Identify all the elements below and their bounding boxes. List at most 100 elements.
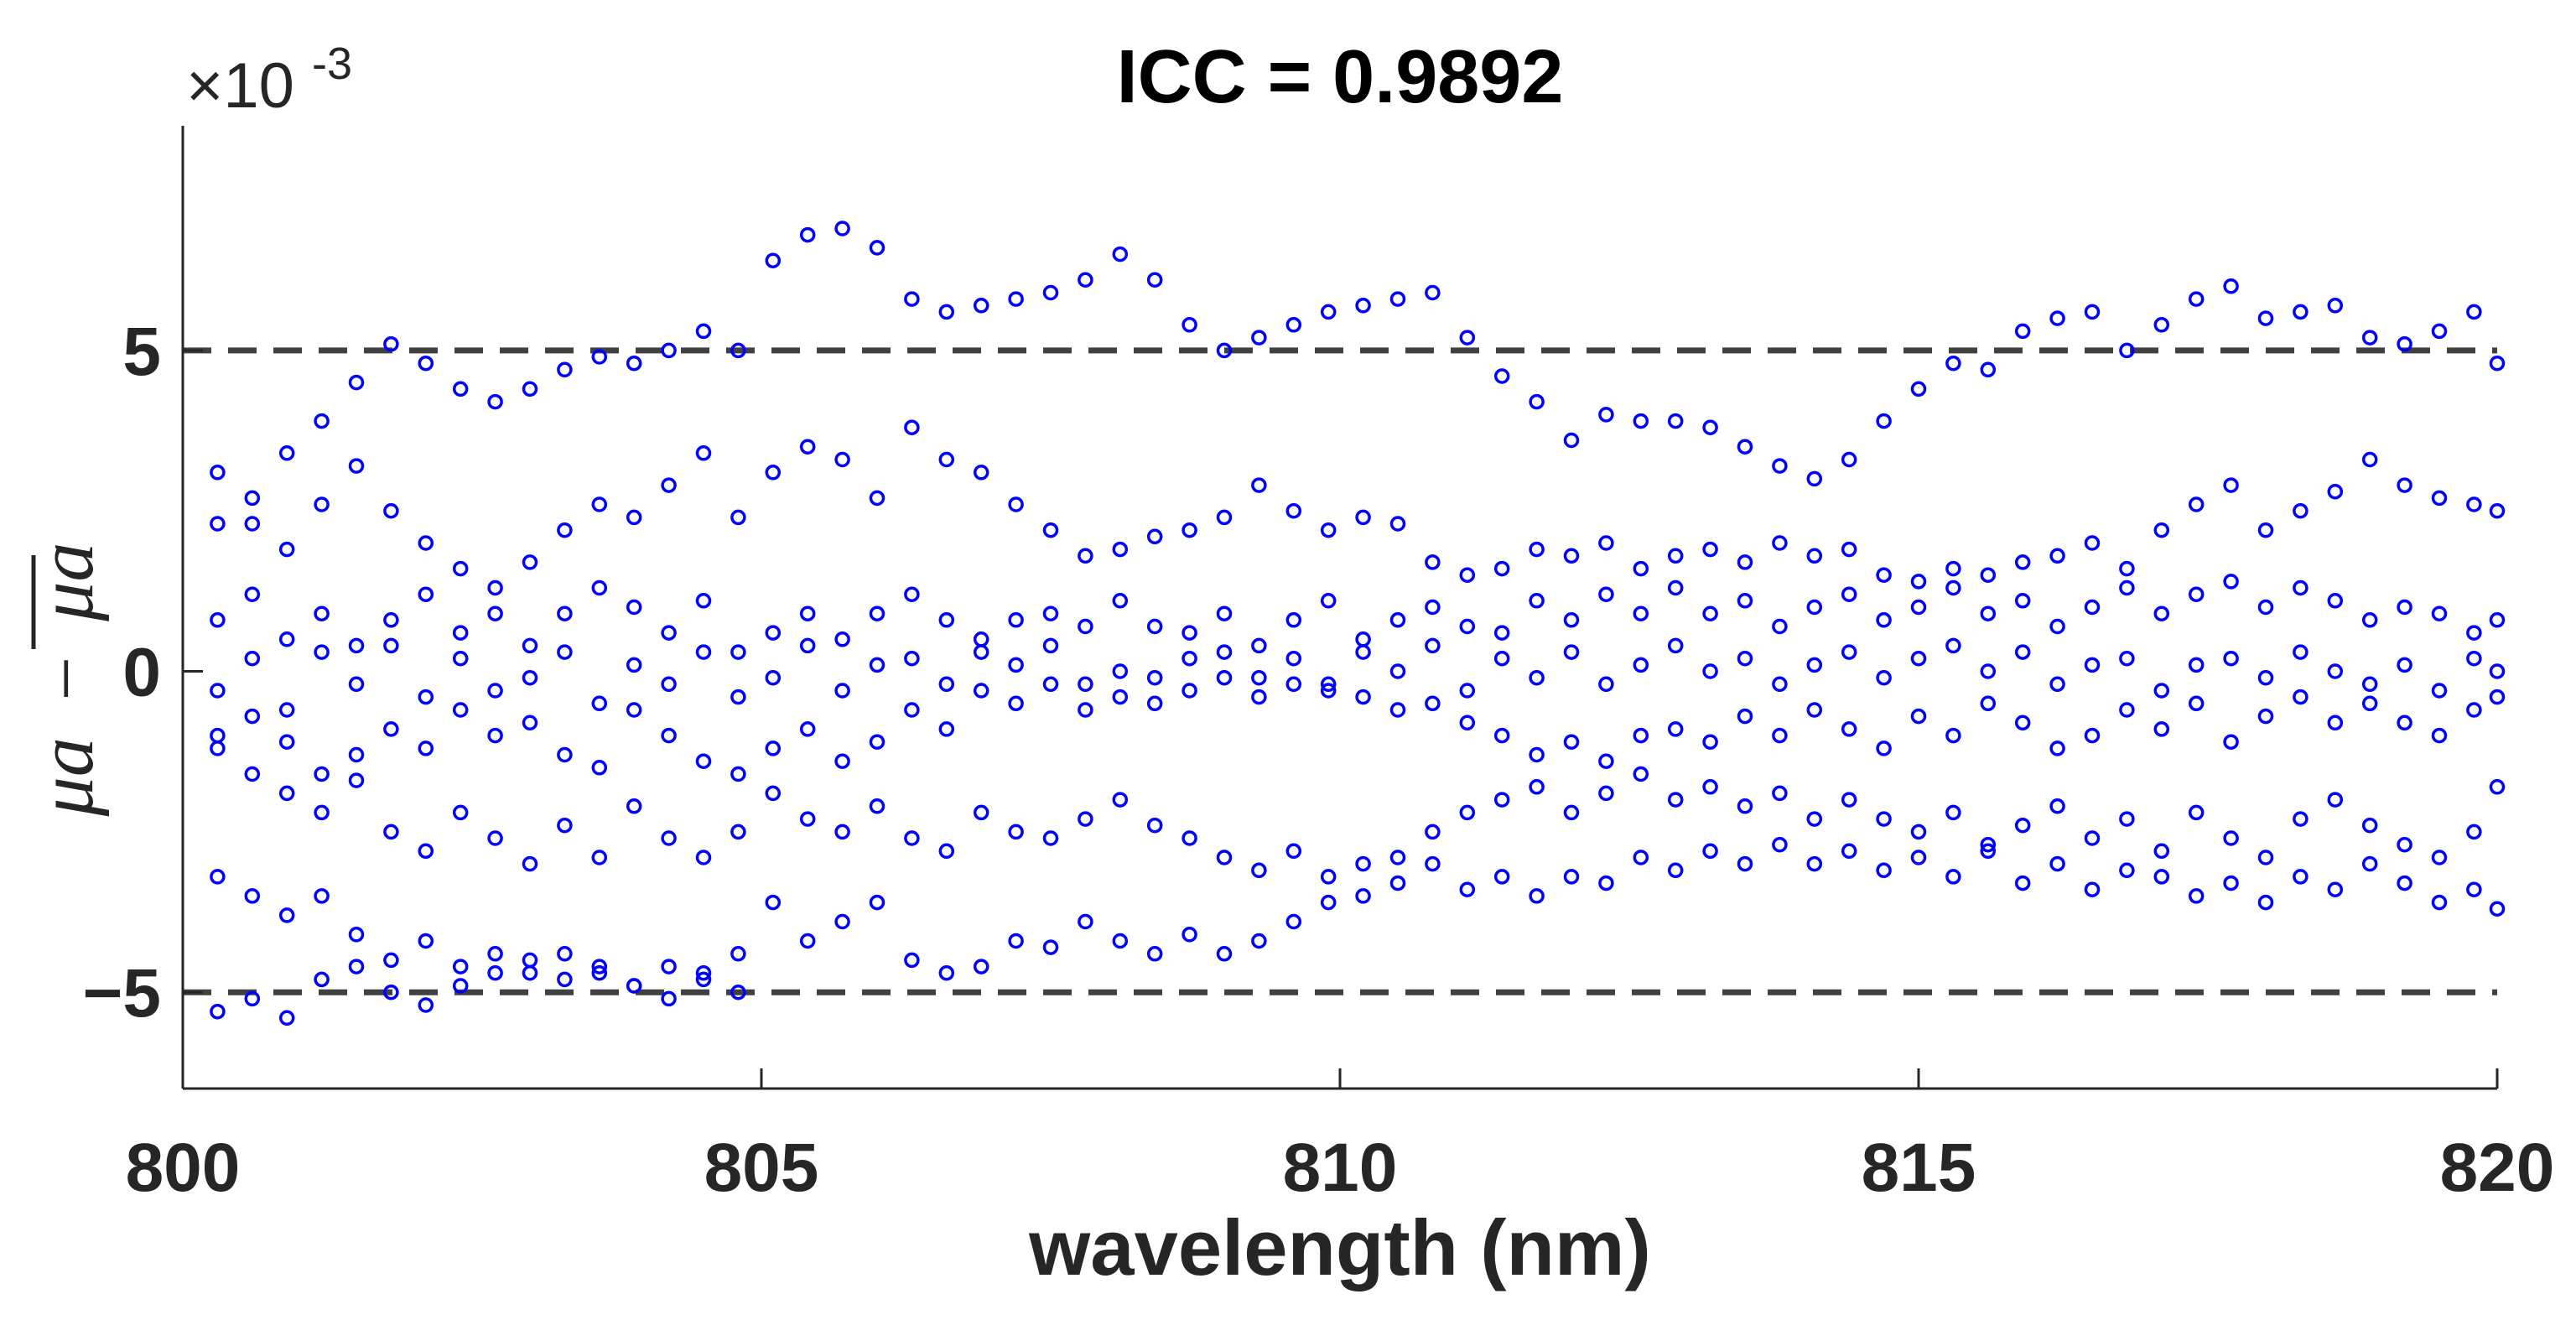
data-point-f-30 <box>1251 862 1267 879</box>
data-point-f-61 <box>2327 792 2344 808</box>
data-point-e-24 <box>1042 676 1059 693</box>
data-point-f-2 <box>278 785 295 802</box>
data-point-b-16 <box>765 465 782 481</box>
data-point-g-29 <box>1216 946 1233 962</box>
data-point-c-43 <box>1702 605 1718 621</box>
data-point-e-6 <box>418 741 434 756</box>
data-point-g-36 <box>1459 881 1476 897</box>
data-point-a-42 <box>1667 413 1684 429</box>
data-point-e-44 <box>1737 708 1753 725</box>
data-point-e-13 <box>661 727 677 744</box>
data-point-a-49 <box>1910 381 1927 398</box>
y-label-left: μa <box>23 737 110 817</box>
data-point-e-42 <box>1667 721 1684 737</box>
data-point-c-40 <box>1598 586 1614 602</box>
data-point-e-1 <box>244 708 261 725</box>
data-point-e-0 <box>210 727 226 744</box>
data-point-f-65 <box>2466 824 2482 840</box>
data-point-e-46 <box>1806 702 1823 718</box>
data-point-c-59 <box>2257 599 2274 616</box>
data-point-h-5 <box>383 984 399 1000</box>
data-point-b-2 <box>278 541 295 558</box>
data-point-e-47 <box>1841 721 1857 737</box>
data-point-b-32 <box>1320 522 1337 538</box>
data-point-a-13 <box>661 342 677 359</box>
data-point-g-35 <box>1425 855 1441 872</box>
data-point-g-47 <box>1841 843 1857 860</box>
data-point-c-8 <box>487 605 503 621</box>
data-point-g-33 <box>1355 888 1371 904</box>
data-point-b-13 <box>661 477 677 493</box>
data-point-e-11 <box>591 760 608 776</box>
data-point-c-41 <box>1633 605 1649 621</box>
data-point-g-30 <box>1251 933 1267 949</box>
data-point-d-3 <box>314 644 330 660</box>
data-point-e-51 <box>1980 695 1997 712</box>
data-point-h-6 <box>418 997 434 1013</box>
data-point-b-21 <box>938 451 955 468</box>
data-point-h-8 <box>487 964 503 981</box>
data-point-g-18 <box>834 913 850 930</box>
data-point-d-47 <box>1841 644 1857 660</box>
data-point-b-25 <box>1078 548 1093 564</box>
data-point-e-5 <box>383 721 399 737</box>
data-point-d-5 <box>383 637 399 654</box>
data-point-a-57 <box>2188 291 2205 307</box>
data-point-f-7 <box>452 804 469 821</box>
data-point-d-16 <box>765 669 782 686</box>
data-point-g-28 <box>1182 927 1197 943</box>
data-point-a-2 <box>278 445 295 461</box>
data-point-e-25 <box>1078 702 1093 718</box>
data-point-f-28 <box>1182 830 1197 846</box>
data-point-f-25 <box>1078 811 1093 827</box>
data-point-c-3 <box>314 605 330 621</box>
data-point-g-7 <box>452 959 469 974</box>
data-point-g-32 <box>1320 894 1337 911</box>
data-point-g-56 <box>2153 869 2170 885</box>
data-point-c-17 <box>799 605 816 621</box>
data-point-g-26 <box>1112 933 1129 949</box>
y-axis-label: μa − μa <box>23 543 110 818</box>
data-point-e-17 <box>799 721 816 737</box>
data-point-f-33 <box>1355 855 1371 872</box>
data-point-h-3 <box>314 971 330 988</box>
data-point-a-14 <box>695 323 712 340</box>
data-point-d-38 <box>1529 669 1545 686</box>
data-point-d-66 <box>2489 663 2506 679</box>
data-point-e-45 <box>1772 727 1788 744</box>
data-point-c-63 <box>2397 599 2412 616</box>
data-point-b-3 <box>314 496 330 512</box>
data-point-f-58 <box>2223 830 2239 846</box>
data-point-d-41 <box>1633 657 1649 673</box>
data-point-g-17 <box>799 933 816 949</box>
data-point-d-32 <box>1320 676 1337 693</box>
data-point-e-14 <box>695 753 712 769</box>
data-point-c-28 <box>1182 625 1197 641</box>
data-point-d-22 <box>973 644 989 660</box>
data-point-e-15 <box>730 766 746 782</box>
data-point-c-52 <box>2014 593 2031 609</box>
data-point-a-5 <box>383 335 399 352</box>
data-point-a-61 <box>2327 298 2344 314</box>
data-point-e-62 <box>2361 695 2378 712</box>
data-point-g-14 <box>695 971 712 988</box>
data-point-g-21 <box>938 964 955 981</box>
data-point-e-49 <box>1910 708 1927 725</box>
data-point-c-6 <box>418 586 434 602</box>
data-point-f-57 <box>2188 804 2205 821</box>
data-point-d-56 <box>2153 683 2170 699</box>
data-point-c-47 <box>1841 586 1857 602</box>
data-point-f-40 <box>1598 785 1614 802</box>
data-point-d-45 <box>1772 676 1788 693</box>
data-point-d-24 <box>1042 637 1059 654</box>
data-point-b-33 <box>1355 509 1371 526</box>
data-point-a-46 <box>1806 470 1823 487</box>
data-point-a-45 <box>1772 458 1788 474</box>
data-point-h-1 <box>244 990 261 1007</box>
data-point-a-54 <box>2084 304 2101 320</box>
data-point-a-59 <box>2257 310 2274 326</box>
data-point-b-8 <box>487 579 503 596</box>
data-point-f-47 <box>1841 792 1857 808</box>
data-point-a-19 <box>869 240 886 256</box>
data-point-g-62 <box>2361 855 2378 872</box>
